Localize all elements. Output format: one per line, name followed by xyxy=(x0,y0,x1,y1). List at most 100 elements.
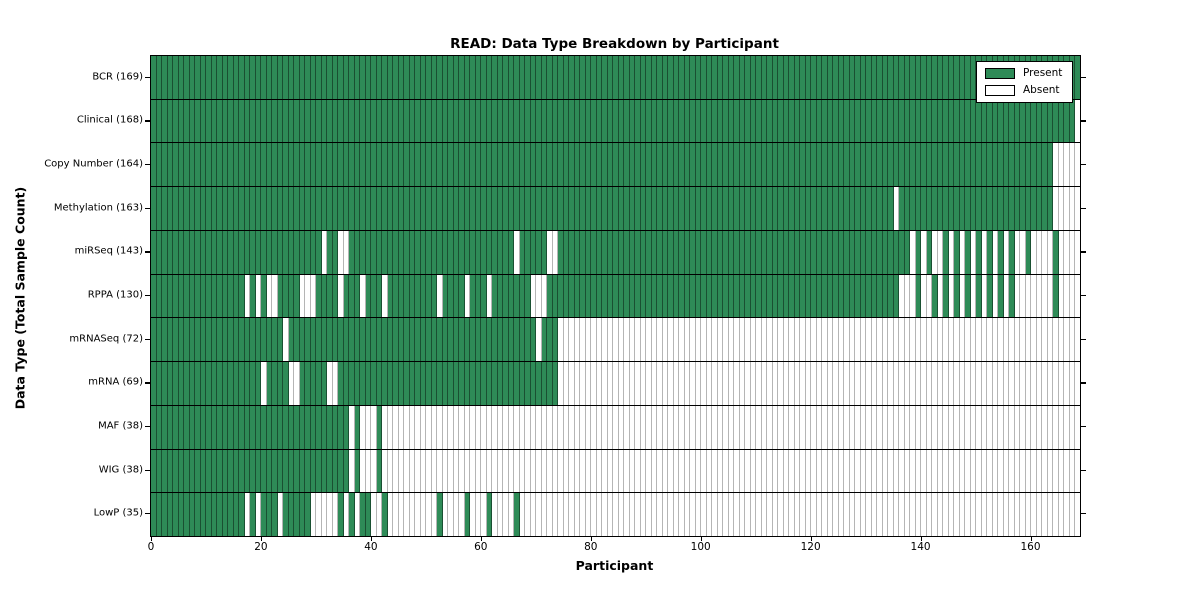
heatmap-cell xyxy=(200,56,206,99)
heatmap-cell xyxy=(1053,187,1059,230)
heatmap-cell xyxy=(233,362,239,405)
heatmap-cell xyxy=(695,187,701,230)
heatmap-cell xyxy=(195,56,201,99)
heatmap-cell xyxy=(277,230,283,274)
heatmap-cell xyxy=(794,187,800,230)
heatmap-cell xyxy=(706,318,712,362)
heatmap-cell xyxy=(250,230,256,274)
heatmap-cell xyxy=(492,493,498,537)
heatmap-cell xyxy=(717,493,723,537)
heatmap-cell xyxy=(464,99,470,143)
heatmap-cell xyxy=(360,230,366,274)
heatmap-cell xyxy=(816,99,822,143)
heatmap-cell xyxy=(481,274,487,318)
heatmap-cell xyxy=(684,99,690,143)
heatmap-cell xyxy=(376,318,382,362)
heatmap-cell xyxy=(178,99,184,143)
heatmap-cell xyxy=(838,318,844,362)
heatmap-cell xyxy=(1036,274,1042,318)
heatmap-cell xyxy=(151,274,157,318)
heatmap-cell xyxy=(596,143,602,187)
heatmap-cell xyxy=(431,318,437,362)
heatmap-cell xyxy=(415,187,421,230)
heatmap-cell xyxy=(1003,449,1009,493)
heatmap-cell xyxy=(558,230,564,274)
heatmap-cell xyxy=(178,230,184,274)
heatmap-cell xyxy=(783,405,789,449)
heatmap-cell xyxy=(1058,318,1064,362)
heatmap-cell xyxy=(915,56,921,99)
heatmap-cell xyxy=(855,99,861,143)
heatmap-cell xyxy=(970,187,976,230)
heatmap-cell xyxy=(420,493,426,537)
heatmap-cell xyxy=(602,449,608,493)
heatmap-cell xyxy=(354,274,360,318)
heatmap-cell xyxy=(558,274,564,318)
heatmap-cell xyxy=(574,318,580,362)
heatmap-cell xyxy=(1014,493,1020,537)
heatmap-cell xyxy=(976,230,982,274)
heatmap-cell xyxy=(877,362,883,405)
heatmap-cell xyxy=(607,56,613,99)
heatmap-cell xyxy=(1025,449,1031,493)
heatmap-cell xyxy=(734,493,740,537)
heatmap-cell xyxy=(1014,274,1020,318)
heatmap-cell xyxy=(959,362,965,405)
heatmap-cell xyxy=(585,230,591,274)
heatmap-cell xyxy=(976,493,982,537)
heatmap-cell xyxy=(629,449,635,493)
heatmap-cell xyxy=(717,449,723,493)
heatmap-cell xyxy=(816,143,822,187)
heatmap-cell xyxy=(563,56,569,99)
heatmap-cell xyxy=(321,318,327,362)
heatmap-cell xyxy=(387,318,393,362)
heatmap-cell xyxy=(277,274,283,318)
heatmap-cell xyxy=(266,362,272,405)
heatmap-cell xyxy=(244,99,250,143)
heatmap-cell xyxy=(475,405,481,449)
heatmap-cell xyxy=(596,405,602,449)
heatmap-cell xyxy=(899,56,905,99)
heatmap-cell xyxy=(349,405,355,449)
heatmap-cell xyxy=(596,187,602,230)
heatmap-cell xyxy=(635,449,641,493)
heatmap-cell xyxy=(486,230,492,274)
heatmap-cell xyxy=(646,405,652,449)
heatmap-cell xyxy=(690,187,696,230)
heatmap-cell xyxy=(217,493,223,537)
heatmap-cell xyxy=(431,187,437,230)
heatmap-cell xyxy=(332,187,338,230)
heatmap-cell xyxy=(327,230,333,274)
heatmap-cell xyxy=(541,493,547,537)
heatmap-cell xyxy=(981,143,987,187)
heatmap-cell xyxy=(849,493,855,537)
heatmap-cell xyxy=(690,99,696,143)
right-tick-mark xyxy=(1080,469,1086,471)
heatmap-cell xyxy=(332,362,338,405)
heatmap-cell xyxy=(228,493,234,537)
heatmap-cell xyxy=(750,405,756,449)
heatmap-cell xyxy=(893,493,899,537)
heatmap-cell xyxy=(338,405,344,449)
heatmap-cell xyxy=(827,318,833,362)
heatmap-cell xyxy=(1042,143,1048,187)
heatmap-cell xyxy=(541,99,547,143)
heatmap-cell xyxy=(541,274,547,318)
heatmap-cell xyxy=(162,56,168,99)
heatmap-cell xyxy=(195,405,201,449)
heatmap-cell xyxy=(767,405,773,449)
heatmap-cell xyxy=(734,187,740,230)
heatmap-cell xyxy=(184,405,190,449)
heatmap-cell xyxy=(937,143,943,187)
heatmap-cell xyxy=(987,187,993,230)
heatmap-cell xyxy=(838,493,844,537)
heatmap-cell xyxy=(1036,230,1042,274)
heatmap-cell xyxy=(1075,405,1080,449)
heatmap-cell xyxy=(893,99,899,143)
heatmap-cell xyxy=(921,230,927,274)
heatmap-cell xyxy=(871,230,877,274)
heatmap-cell xyxy=(569,230,575,274)
heatmap-cell xyxy=(162,449,168,493)
heatmap-cell xyxy=(536,274,542,318)
heatmap-cell xyxy=(618,318,624,362)
